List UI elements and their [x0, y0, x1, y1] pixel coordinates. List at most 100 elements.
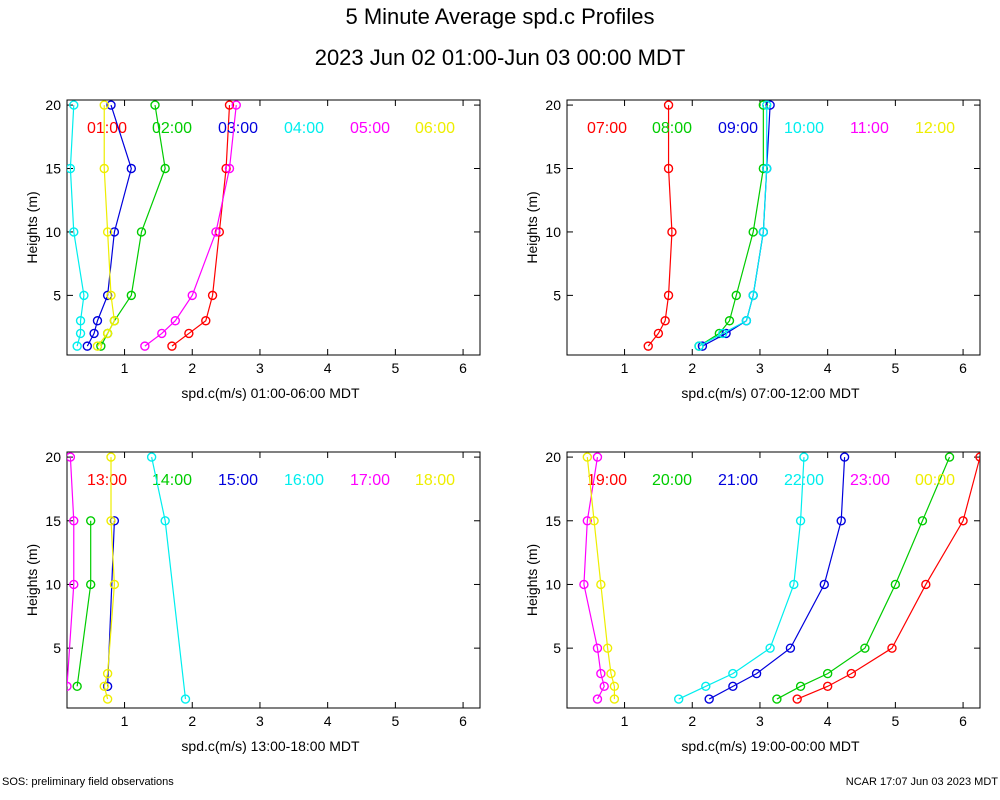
data-point: [944, 452, 955, 462]
data-point: [167, 341, 177, 351]
y-tick-label: 10: [545, 576, 561, 592]
data-point: [82, 341, 93, 351]
x-tick-label: 1: [621, 360, 629, 376]
data-point: [667, 227, 677, 237]
legend-entry: 08:00: [652, 120, 692, 137]
data-point: [106, 516, 116, 526]
data-point: [890, 579, 901, 590]
legend-entry: 06:00: [415, 120, 455, 137]
x-tick-label: 6: [459, 360, 467, 376]
data-point: [599, 681, 609, 692]
series-06:00: [92, 100, 120, 351]
data-point: [67, 163, 76, 174]
plot-frame: [566, 451, 981, 709]
y-tick-label: 15: [545, 161, 561, 177]
x-axis-label: spd.c(m/s) 13:00-18:00 MDT: [181, 738, 360, 754]
data-point: [592, 694, 603, 704]
x-tick-label: 6: [459, 713, 467, 729]
series-line: [86, 104, 132, 347]
data-point: [109, 516, 120, 526]
legend-entry: 09:00: [718, 120, 758, 137]
data-point: [762, 100, 772, 110]
y-tick-label: 5: [553, 640, 561, 656]
data-point: [69, 516, 79, 526]
data-point: [102, 694, 113, 704]
series-07:00: [643, 100, 677, 351]
data-point: [799, 452, 809, 462]
series-line: [698, 105, 768, 347]
data-point: [609, 681, 620, 692]
data-point: [106, 290, 116, 301]
data-point: [741, 316, 752, 326]
series-line: [144, 105, 237, 347]
legend-entry: 10:00: [784, 120, 824, 137]
x-tick-label: 1: [121, 360, 129, 376]
data-point: [109, 227, 120, 237]
data-point: [663, 100, 674, 110]
data-point: [694, 341, 704, 351]
series-04:00: [67, 100, 89, 351]
legend-entry: 19:00: [587, 472, 627, 489]
data-point: [795, 681, 806, 692]
x-axis-label: spd.c(m/s) 07:00-12:00 MDT: [681, 385, 860, 401]
series-line: [151, 456, 187, 700]
series-line: [678, 457, 805, 700]
data-point: [758, 100, 769, 110]
data-point: [136, 227, 147, 237]
x-tick-label: 1: [121, 713, 129, 729]
legend-entry: 16:00: [284, 472, 324, 489]
data-point: [126, 163, 137, 174]
data-point: [596, 668, 606, 679]
plot-frame: [66, 99, 481, 356]
data-point: [67, 681, 72, 692]
legend-entry: 20:00: [652, 472, 692, 489]
data-point: [72, 681, 82, 692]
data-point: [792, 694, 802, 704]
data-point: [582, 516, 593, 526]
data-point: [758, 227, 769, 237]
data-point: [201, 316, 211, 326]
legend-entry: 03:00: [218, 120, 258, 137]
data-point: [160, 516, 170, 526]
data-point: [701, 681, 711, 692]
data-point: [109, 579, 120, 590]
data-point: [99, 100, 109, 110]
data-point: [231, 100, 241, 110]
data-point: [609, 694, 620, 704]
series-18:00: [99, 452, 120, 704]
series-20:00: [772, 452, 955, 704]
legend-entry: 04:00: [284, 120, 324, 137]
data-point: [606, 668, 616, 679]
data-point: [160, 163, 170, 174]
data-point: [140, 341, 150, 351]
data-point: [758, 163, 769, 174]
series-line: [796, 456, 980, 700]
data-point: [660, 316, 670, 326]
series-21:00: [704, 452, 850, 704]
series-line: [583, 457, 605, 700]
x-axis-label: spd.c(m/s) 19:00-00:00 MDT: [681, 738, 860, 754]
legend-entry: 12:00: [915, 120, 955, 137]
y-tick-label: 10: [45, 576, 61, 592]
data-point: [643, 341, 653, 351]
data-point: [663, 290, 674, 301]
series-line: [96, 105, 116, 347]
legend-entry: 05:00: [350, 120, 390, 137]
data-point: [653, 328, 664, 339]
data-point: [106, 100, 116, 110]
data-point: [109, 316, 120, 326]
data-point: [92, 341, 103, 351]
y-tick-label: 20: [545, 97, 561, 113]
y-tick-label: 20: [545, 449, 561, 465]
x-tick-label: 5: [391, 713, 399, 729]
x-tick-label: 6: [959, 360, 967, 376]
x-tick-label: 3: [756, 713, 764, 729]
x-tick-label: 3: [256, 360, 264, 376]
series-line: [698, 105, 764, 347]
legend-entry: 22:00: [784, 472, 824, 489]
legend-entry: 00:00: [915, 472, 955, 489]
data-point: [99, 681, 109, 692]
data-point: [187, 290, 197, 301]
data-point: [674, 694, 684, 704]
series-10:00: [694, 100, 772, 351]
